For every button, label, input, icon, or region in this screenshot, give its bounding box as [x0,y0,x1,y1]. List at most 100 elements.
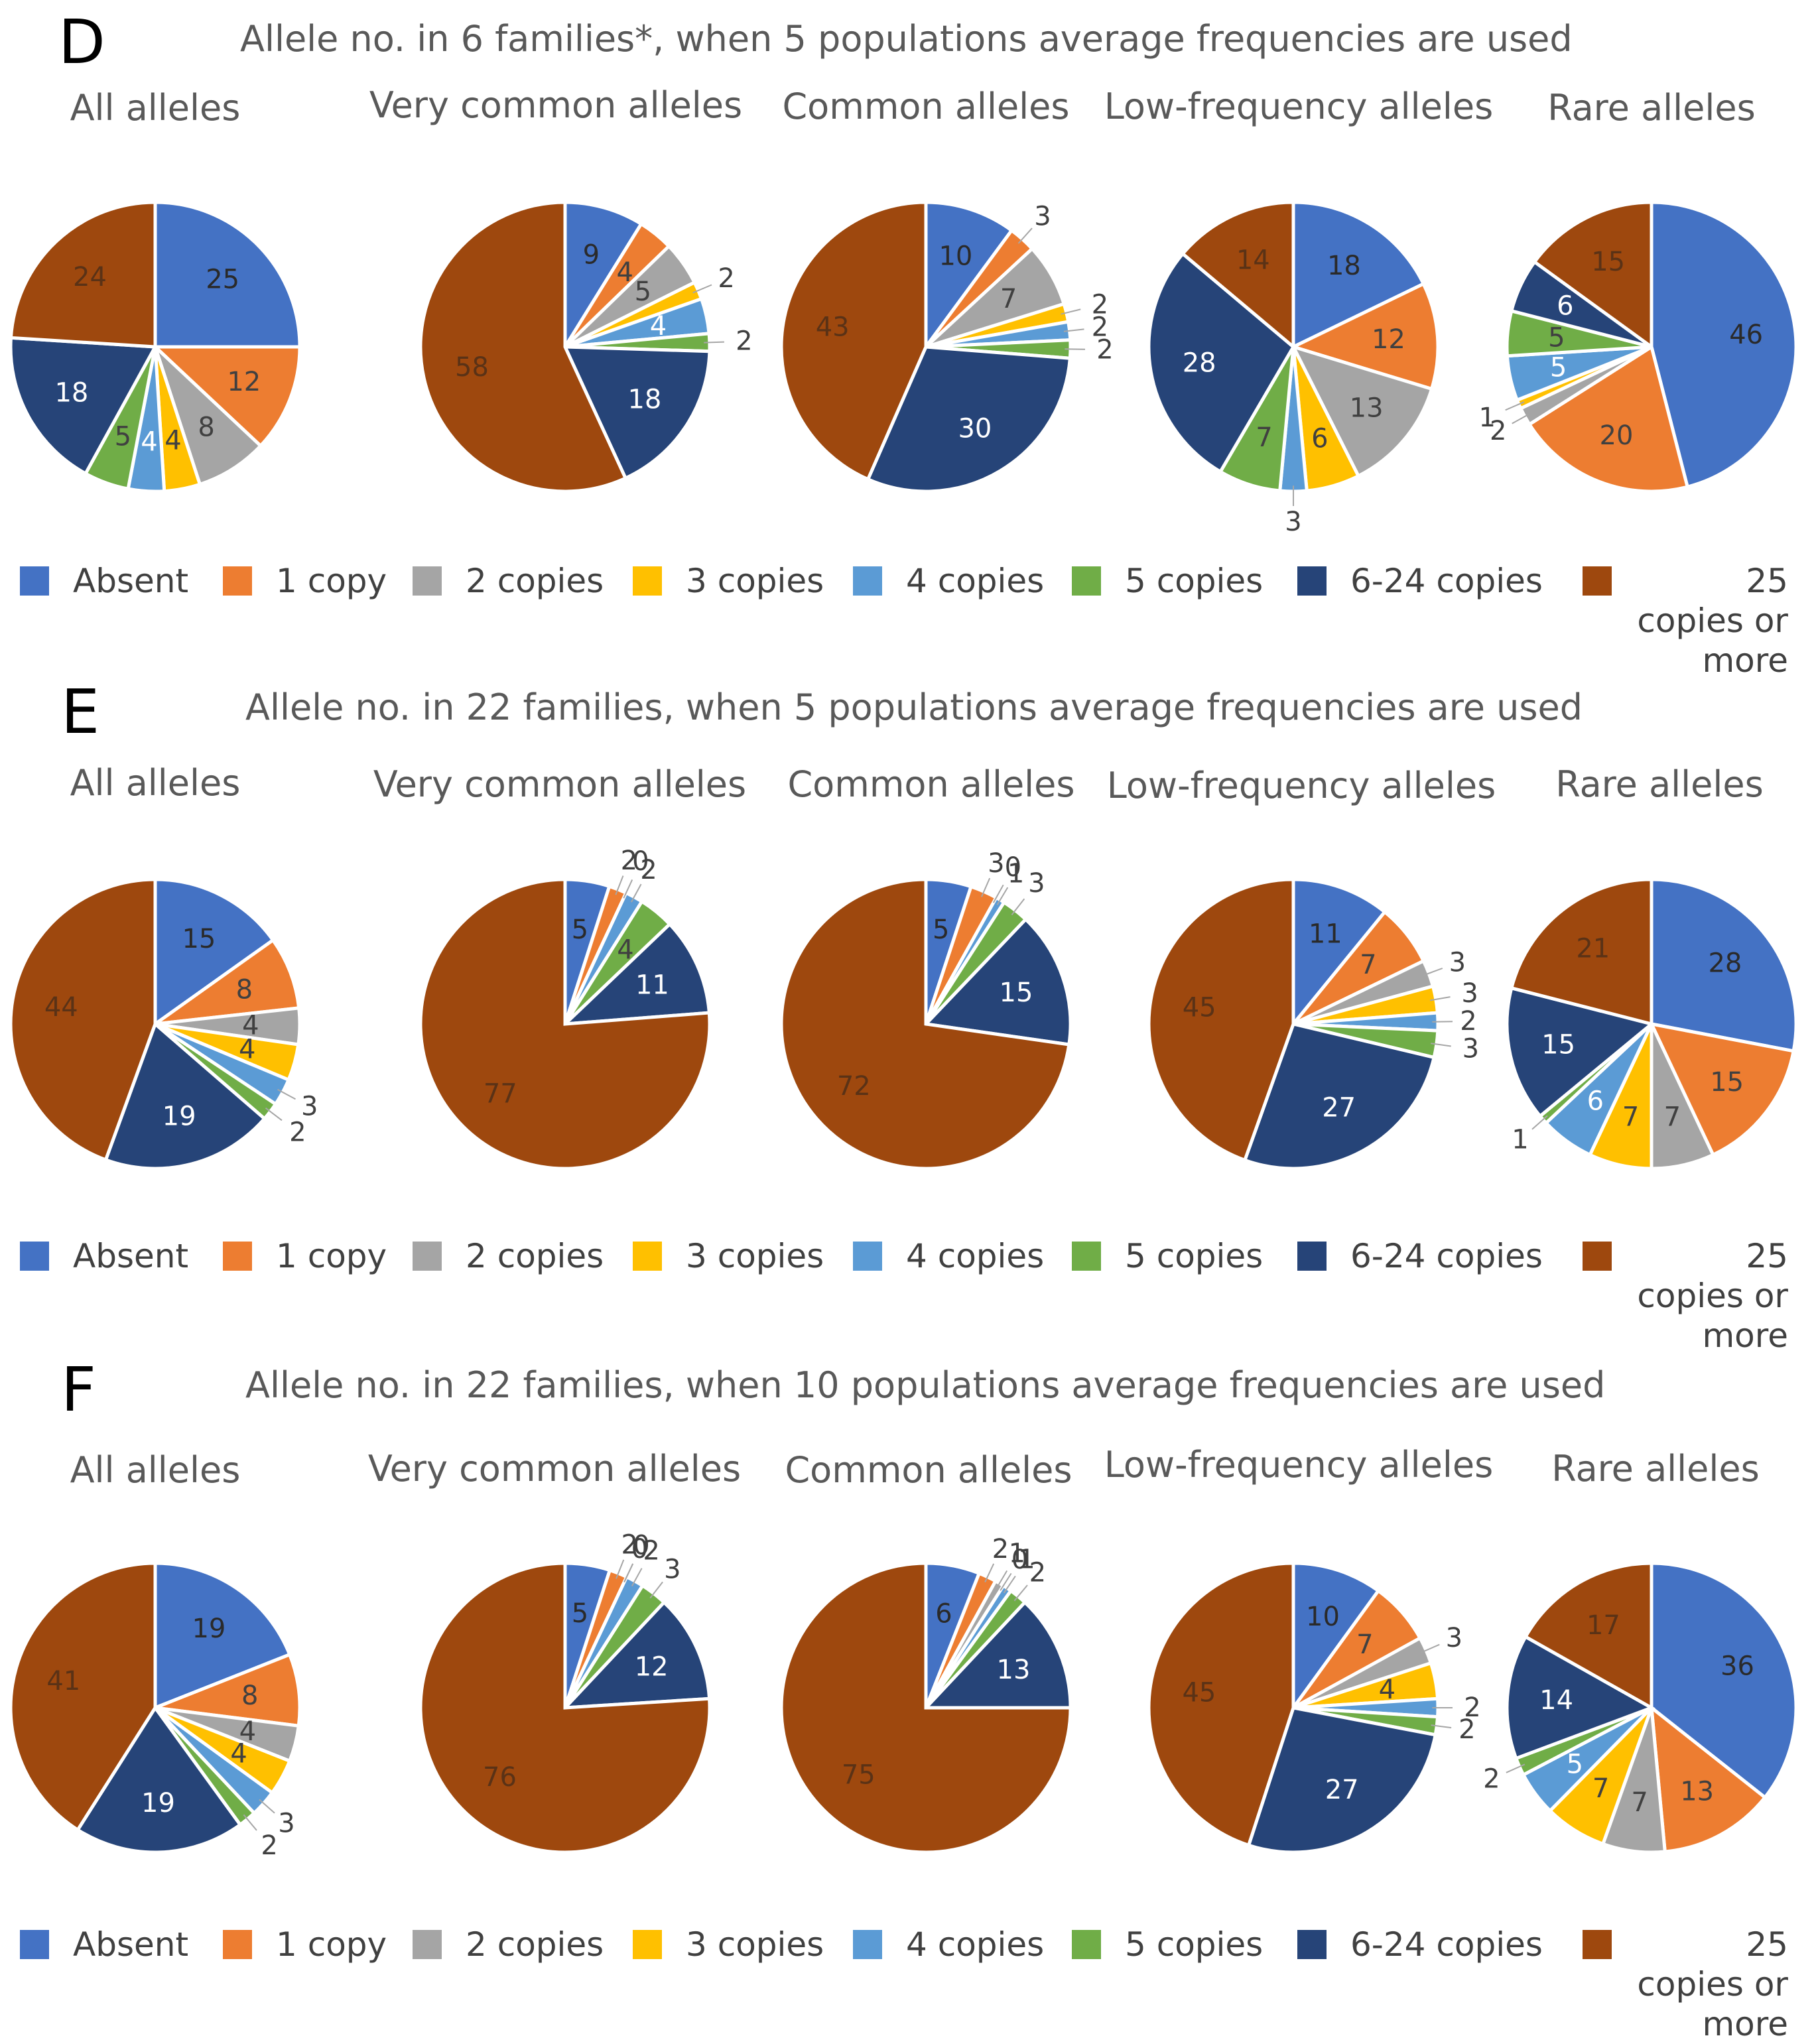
leader-line [1065,349,1085,350]
data-label: 12 [1372,324,1405,355]
legend-label: 3 copies [686,561,824,601]
data-label: 8 [241,1681,258,1711]
data-label: 2 [1459,1714,1475,1745]
data-label: 11 [635,970,669,1000]
legend-label: 4 copies [906,1236,1044,1276]
legend-label: 6-24 copies [1350,1236,1543,1276]
data-label: 15 [1591,247,1625,277]
data-label: 2 [992,1534,1009,1565]
data-label: 5 [635,277,651,307]
data-label: 2 [640,855,657,885]
legend-label: 2 copies [466,1236,604,1276]
data-label: 2 [736,326,752,357]
data-label: 28 [1183,348,1216,379]
legend-swatch [1072,1242,1101,1271]
data-label: 45 [1183,993,1216,1023]
data-label: 4 [141,427,157,458]
data-label: 2 [643,1535,659,1566]
data-label: 15 [1000,978,1033,1008]
data-label: 5 [1567,1750,1583,1780]
data-label: 7 [1664,1102,1681,1132]
legend-swatch [223,566,252,596]
legend-swatch [413,1930,442,1959]
data-label: 77 [484,1079,517,1110]
legend-swatch [1072,566,1101,596]
legend-swatch [1583,566,1612,596]
data-label: 4 [650,311,667,342]
legend-label: 5 copies [1125,1236,1263,1276]
data-label: 11 [1309,919,1342,950]
data-label: 3 [988,848,1004,879]
legend-label: 4 copies [906,1925,1044,1964]
legend-label: 1 copy [276,1236,387,1276]
data-label: 7 [1622,1102,1639,1132]
data-label: 3 [1034,201,1051,231]
data-label: 9 [583,240,600,271]
legend-label: 1 copy [276,561,387,601]
data-label: 5 [933,915,949,945]
data-label: 1 [1512,1125,1528,1155]
data-label: 25 [206,264,239,294]
legend-swatch [853,566,882,596]
legend-swatch [223,1242,252,1271]
legend-swatch [1583,1930,1612,1959]
data-label: 18 [54,377,88,408]
data-label: 4 [1379,1675,1395,1705]
data-label: 3 [664,1554,681,1584]
legend-label: 3 copies [686,1925,824,1964]
data-label: 30 [958,413,992,444]
data-label: 8 [198,413,214,443]
data-label: 19 [162,1101,196,1131]
data-label: 7 [1360,950,1376,980]
data-label: 6 [1557,291,1573,322]
data-label: 5 [572,915,588,945]
data-label: 5 [115,421,131,452]
data-label: 3 [1285,507,1301,537]
data-label: 13 [1680,1776,1714,1807]
legend-swatch [633,566,662,596]
data-label: 45 [1182,1678,1216,1708]
data-label: 72 [837,1071,871,1102]
data-label: 4 [164,425,181,456]
data-label: 3 [1462,1034,1479,1064]
data-label: 6 [935,1599,952,1629]
data-label: 10 [1306,1602,1340,1632]
data-label: 2 [261,1830,277,1861]
data-label: 5 [1548,323,1565,353]
data-label: 2 [718,263,734,294]
data-label: 12 [635,1652,669,1683]
legend-label: 6-24 copies [1350,1925,1543,1964]
data-label: 19 [192,1614,226,1644]
legend-swatch [20,1242,49,1271]
data-label: 14 [1539,1685,1573,1716]
data-label: 3 [1028,868,1045,899]
legend-label: 25 copies or more [1629,561,1788,680]
data-label: 18 [1327,251,1361,281]
data-label: 3 [278,1809,294,1839]
legend-label: 6-24 copies [1350,561,1543,601]
legend-swatch [1297,566,1327,596]
data-label: 19 [141,1788,175,1819]
data-label: 1 [1478,403,1495,433]
data-label: 2 [1483,1764,1500,1795]
legend-label: 25 copies or more [1629,1236,1788,1356]
data-label: 4 [617,935,633,966]
data-label: 7 [1631,1787,1648,1818]
data-label: 3 [1446,1623,1462,1653]
data-label: 27 [1325,1775,1359,1805]
data-label: 8 [236,975,253,1005]
data-label: 27 [1322,1092,1356,1123]
data-label: 28 [1708,948,1742,978]
legend-swatch [1072,1930,1101,1959]
legend-label: Absent [73,1925,188,1964]
